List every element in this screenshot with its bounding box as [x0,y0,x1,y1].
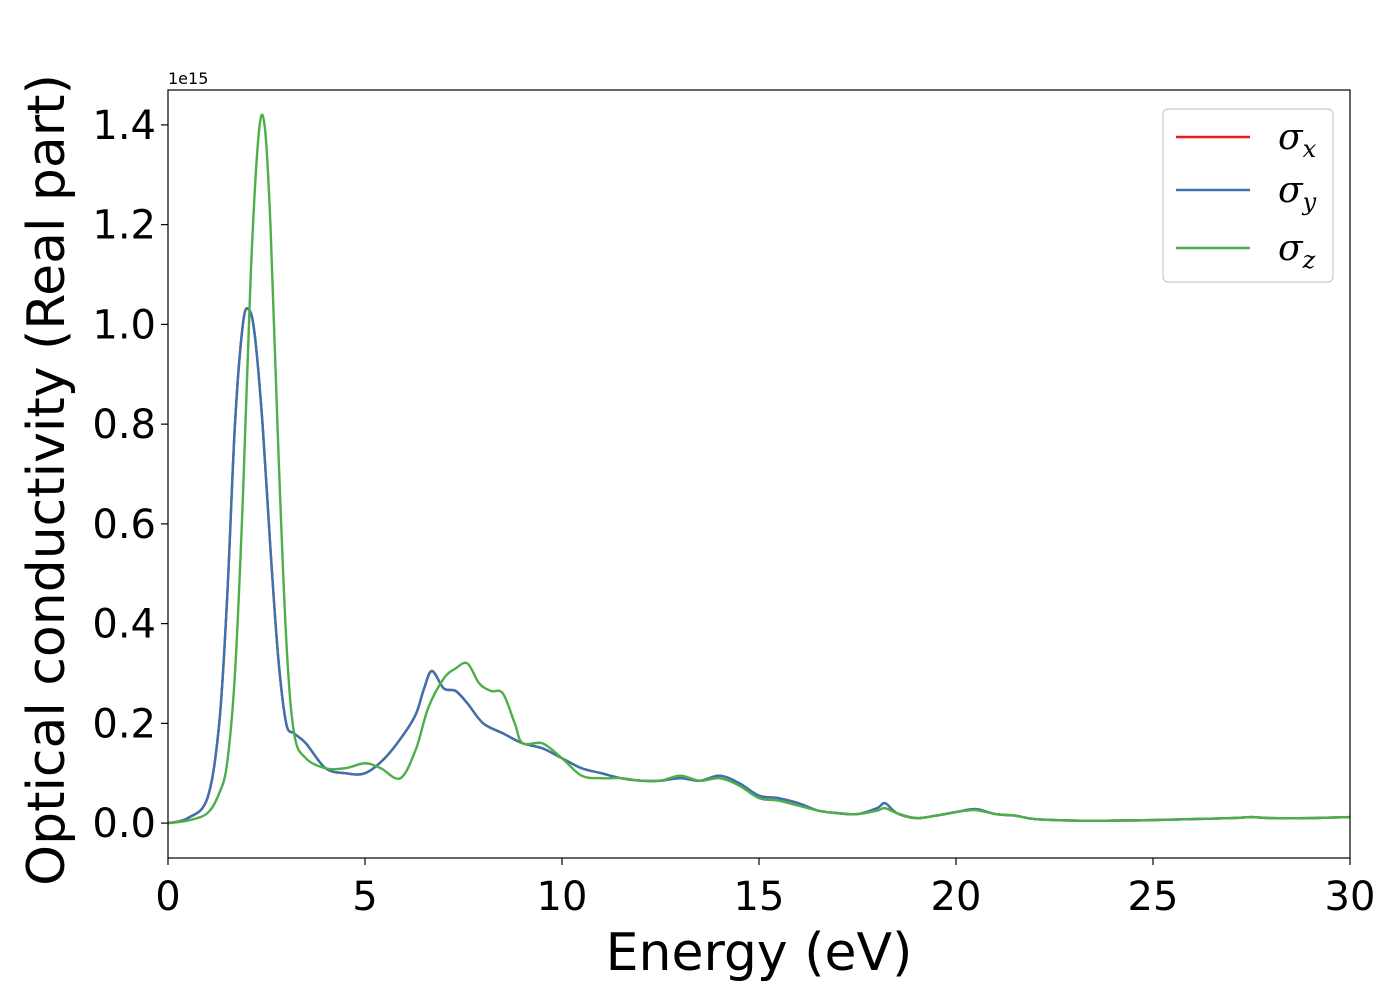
y-tick-label: 1.2 [92,203,156,249]
x-axis-label: Energy (eV) [606,923,913,983]
x-tick-label: 15 [734,874,785,920]
x-tick-label: 0 [155,874,180,920]
y-tick-label: 0.2 [92,701,156,747]
y-offset-label: 1e15 [168,69,208,88]
legend-label-x: σx [1278,117,1317,163]
series-layer [168,113,1350,825]
x-tick-label: 25 [1128,874,1179,920]
y-tick-label: 0.8 [92,402,156,448]
y-tick-label: 0.4 [92,602,156,648]
legend-label-y: σy [1278,170,1317,216]
x-axis: 0 5 10 15 20 25 30 [155,858,1375,920]
y-tick-label: 1.4 [92,103,156,149]
y-axis: 0.0 0.2 0.4 0.6 0.8 1.0 1.2 1.4 [92,103,168,847]
y-axis-label: Optical conductivity (Real part) [17,74,77,886]
x-tick-label: 10 [537,874,588,920]
x-tick-label: 5 [352,874,377,920]
y-tick-label: 0.6 [92,502,156,548]
series-line-y [168,307,1350,825]
y-tick-label: 0.0 [92,801,156,847]
x-tick-label: 20 [931,874,982,920]
y-tick-label: 1.0 [92,302,156,348]
series-line-z [168,113,1350,825]
legend-label-z: σz [1278,228,1316,274]
x-tick-label: 30 [1325,874,1376,920]
series-line-x [168,307,1350,825]
legend: σx σy σz [1162,108,1334,283]
legend-box [1162,108,1334,283]
